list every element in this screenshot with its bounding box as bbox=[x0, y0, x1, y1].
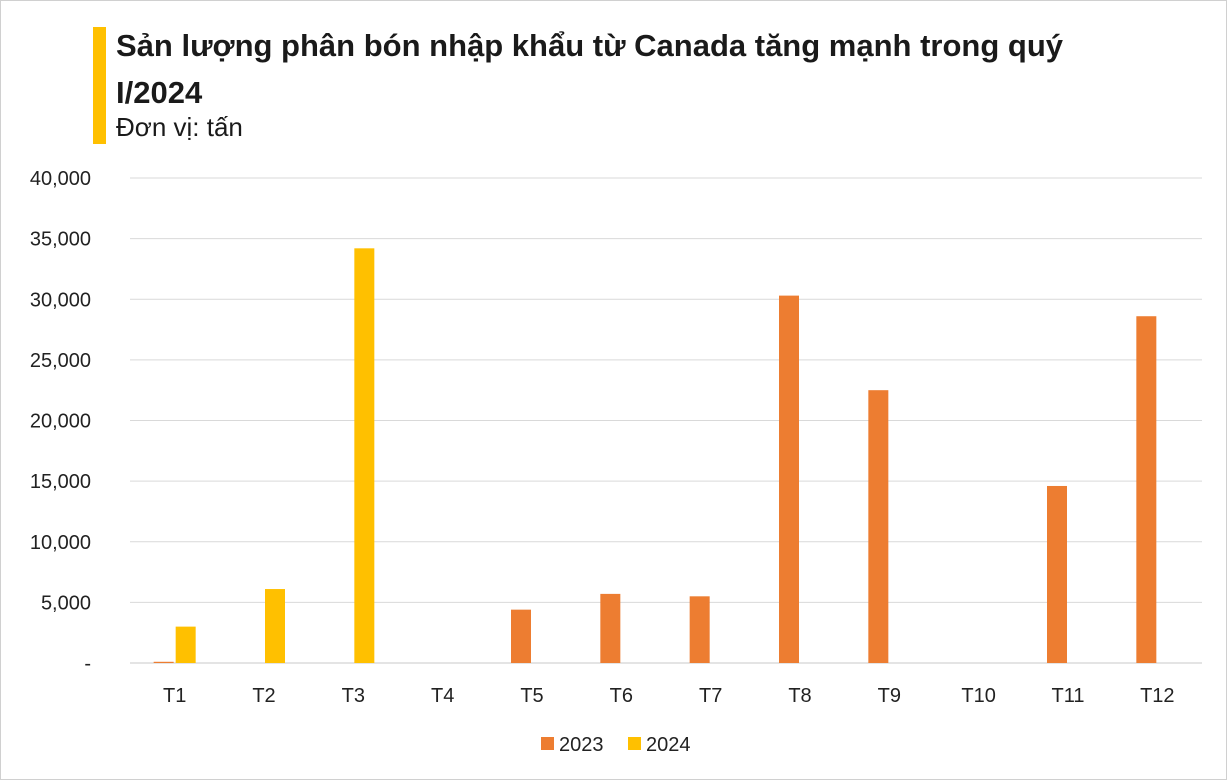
gridlines bbox=[130, 177, 1202, 664]
legend[interactable]: 2023 2024 bbox=[541, 734, 691, 756]
y-tick-label: 10,000 bbox=[30, 532, 91, 554]
bars bbox=[153, 248, 1157, 663]
legend-swatch-2024 bbox=[628, 737, 641, 750]
x-tick-label: T7 bbox=[699, 685, 722, 707]
y-tick-label: - bbox=[84, 653, 91, 675]
bar-2023-T8 bbox=[779, 295, 799, 663]
x-tick-label: T12 bbox=[1140, 685, 1174, 707]
bar-2023-T1 bbox=[153, 661, 174, 663]
bar-2023-T6 bbox=[600, 593, 621, 663]
bar-2024-T2 bbox=[265, 589, 285, 663]
y-tick-label: 5,000 bbox=[41, 592, 91, 614]
title-accent-bar bbox=[93, 27, 106, 144]
legend-swatch-2023 bbox=[541, 737, 554, 750]
legend-label-2024[interactable]: 2024 bbox=[646, 734, 691, 756]
x-tick-label: T8 bbox=[788, 685, 811, 707]
x-tick-label: T3 bbox=[342, 685, 365, 707]
chart-unit-subtitle: Đơn vị: tấn bbox=[116, 112, 243, 142]
y-tick-label: 40,000 bbox=[30, 168, 91, 190]
y-tick-label: 30,000 bbox=[30, 289, 91, 311]
x-tick-label: T5 bbox=[520, 685, 543, 707]
y-axis-tick-labels: - 5,000 10,000 15,000 20,000 25,000 30,000 35,0… bbox=[30, 168, 91, 675]
x-tick-label: T11 bbox=[1052, 685, 1085, 707]
bar-2023-T7 bbox=[689, 596, 710, 663]
bar-2023-T9 bbox=[868, 390, 889, 663]
x-tick-label: T6 bbox=[610, 685, 633, 707]
x-tick-label: T4 bbox=[431, 685, 454, 707]
legend-label-2023[interactable]: 2023 bbox=[559, 734, 604, 756]
bar-2024-T3 bbox=[354, 248, 375, 663]
y-tick-label: 25,000 bbox=[30, 350, 91, 372]
bar-2023-T11 bbox=[1047, 485, 1067, 663]
x-axis-tick-labels: T1 T2 T3 T4 T5 T6 T7 T8 T9 T10 T11 T12 bbox=[163, 685, 1175, 707]
x-tick-label: T2 bbox=[252, 685, 275, 707]
y-tick-label: 20,000 bbox=[30, 411, 91, 433]
bar-2024-T1 bbox=[175, 626, 196, 663]
y-tick-label: 15,000 bbox=[30, 471, 91, 493]
bar-2023-T12 bbox=[1136, 316, 1157, 663]
x-tick-label: T10 bbox=[961, 685, 995, 707]
x-tick-label: T1 bbox=[163, 685, 186, 707]
y-tick-label: 35,000 bbox=[30, 229, 91, 251]
bar-2023-T5 bbox=[511, 609, 531, 663]
chart-title: Sản lượng phân bón nhập khẩu từ Canada t… bbox=[116, 28, 1063, 110]
x-tick-label: T9 bbox=[878, 685, 901, 707]
